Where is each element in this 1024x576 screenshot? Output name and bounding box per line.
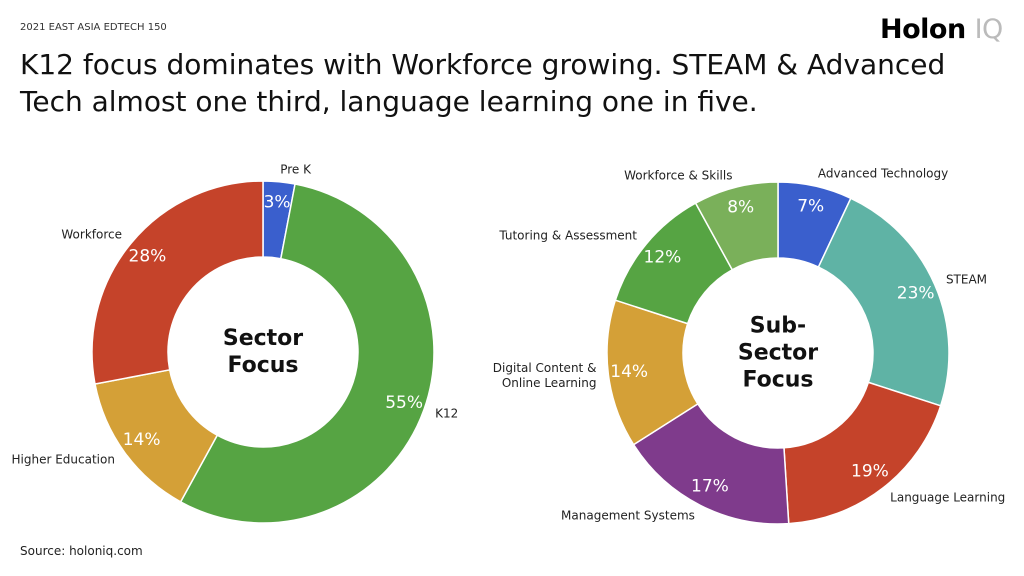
category-label: K12 xyxy=(435,406,459,421)
donut-slice xyxy=(817,197,950,407)
value-label: 7% xyxy=(797,197,824,217)
logo: Holon IQ xyxy=(880,14,1003,45)
donut-slice xyxy=(783,381,942,525)
category-label: Pre K xyxy=(280,162,311,177)
value-label: 14% xyxy=(123,430,161,450)
kicker: 2021 EAST ASIA EDTECH 150 xyxy=(20,22,167,33)
donut-slice xyxy=(694,181,779,271)
donut-slice xyxy=(91,180,264,385)
category-label: Language Learning xyxy=(890,490,1006,505)
value-label: 14% xyxy=(610,362,648,382)
value-label: 12% xyxy=(644,247,682,267)
donut-title: Sector Focus xyxy=(222,326,304,378)
category-label: Advanced Technology xyxy=(817,166,949,181)
value-label: 23% xyxy=(897,283,935,303)
value-label: 17% xyxy=(691,477,729,497)
logo-text: Holon xyxy=(880,14,966,45)
category-label: Management Systems xyxy=(561,508,695,523)
category-label: Tutoring & Assessment xyxy=(499,228,637,243)
donut-title: Sub-Sector Focus xyxy=(737,313,819,393)
title: K12 focus dominates with Workforce growi… xyxy=(20,48,946,118)
category-label: STEAM xyxy=(945,272,988,287)
value-label: 19% xyxy=(851,462,889,482)
category-label: Higher Education xyxy=(11,452,115,467)
value-label: 3% xyxy=(264,193,291,213)
value-label: 28% xyxy=(129,246,167,266)
value-label: 55% xyxy=(385,393,423,413)
category-label: Workforce xyxy=(61,227,122,242)
source: Source: holoniq.com xyxy=(20,544,143,558)
category-label: Digital Content & Online Learning xyxy=(492,360,597,390)
category-label: Workforce & Skills xyxy=(624,168,733,183)
value-label: 8% xyxy=(727,198,754,218)
logo-suffix: IQ xyxy=(974,14,1004,45)
donut-slice xyxy=(179,183,435,524)
